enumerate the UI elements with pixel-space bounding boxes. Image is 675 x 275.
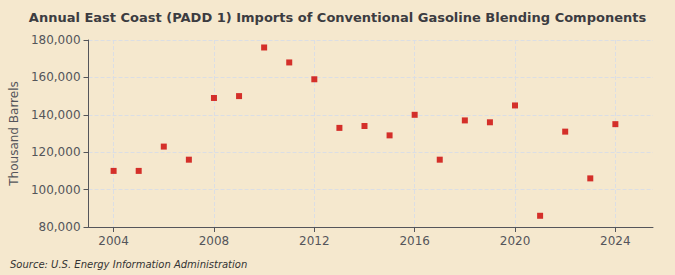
svg-text:2012: 2012 xyxy=(299,234,330,248)
svg-text:Annual East Coast (PADD 1) Imp: Annual East Coast (PADD 1) Imports of Co… xyxy=(29,10,647,25)
svg-text:2008: 2008 xyxy=(199,234,230,248)
svg-text:2016: 2016 xyxy=(399,234,430,248)
svg-text:Thousand Barrels: Thousand Barrels xyxy=(7,81,21,186)
svg-text:120,000: 120,000 xyxy=(31,145,81,159)
svg-text:140,000: 140,000 xyxy=(31,108,81,122)
svg-text:2024: 2024 xyxy=(600,234,631,248)
svg-text:2004: 2004 xyxy=(98,234,129,248)
svg-text:2020: 2020 xyxy=(500,234,531,248)
svg-text:100,000: 100,000 xyxy=(31,183,81,197)
svg-text:Source: U.S. Energy Informatio: Source: U.S. Energy Information Administ… xyxy=(10,259,247,270)
svg-text:180,000: 180,000 xyxy=(31,33,81,47)
svg-text:160,000: 160,000 xyxy=(31,70,81,84)
svg-text:80,000: 80,000 xyxy=(39,220,81,234)
